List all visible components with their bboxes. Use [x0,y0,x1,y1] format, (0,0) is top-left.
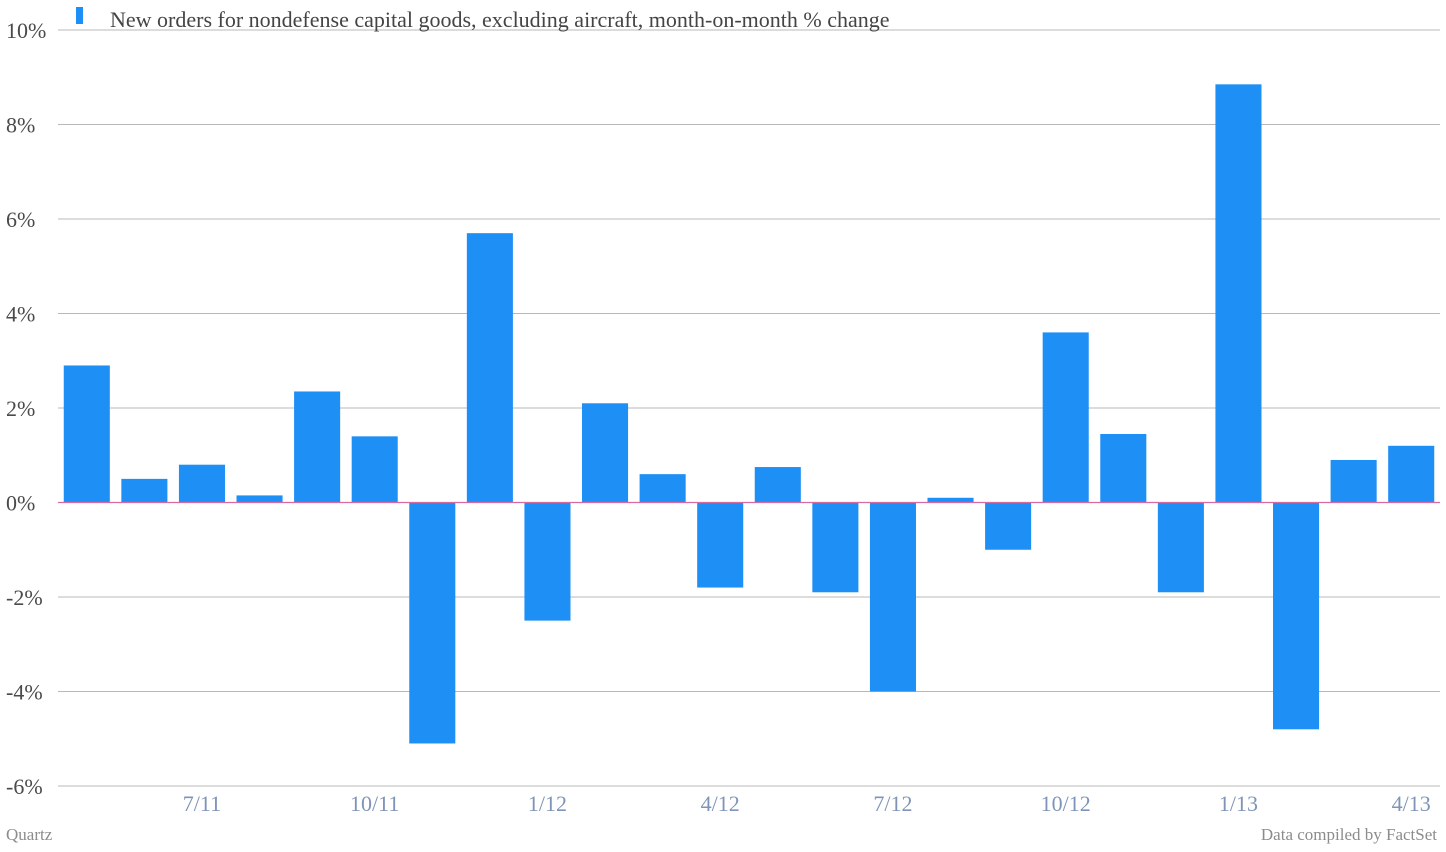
bar [178,464,225,503]
bar [466,233,513,503]
bar [524,502,571,621]
bar [754,467,801,503]
bar [236,495,283,503]
bar [1100,433,1147,503]
legend-label: New orders for nondefense capital goods,… [110,7,890,32]
x-tick-label: 7/11 [183,791,221,816]
y-tick-label: -4% [6,680,43,705]
bar [812,502,859,593]
bar [985,502,1032,550]
legend: New orders for nondefense capital goods,… [76,7,890,32]
x-tick-label: 7/12 [873,791,912,816]
x-tick-label: 10/11 [350,791,399,816]
bars [63,84,1435,744]
legend-swatch [76,7,83,24]
bar [1215,84,1262,503]
gridlines [58,29,1440,787]
bar [1042,332,1089,503]
x-tick-label: 4/13 [1392,791,1431,816]
x-tick-label: 1/13 [1219,791,1258,816]
x-tick-label: 10/12 [1041,791,1091,816]
x-axis-tick-labels: 7/11 10/11 1/12 4/12 7/12 10/12 1/13 4/13 [183,791,1431,816]
bar [582,403,629,503]
bar [1330,459,1377,503]
y-tick-label: 4% [6,302,35,327]
bar [1157,502,1204,593]
bar [639,474,686,503]
footer-source: Data compiled by FactSet [1261,825,1437,844]
y-tick-label: 2% [6,396,35,421]
y-tick-label: 8% [6,113,35,138]
bar [927,497,974,503]
bar [351,436,398,503]
bar [1388,445,1435,503]
bar [294,391,341,503]
footer-brand: Quartz [6,825,53,844]
x-tick-label: 4/12 [701,791,740,816]
bar [1273,502,1320,730]
y-tick-label: 6% [6,207,35,232]
bar [869,502,916,692]
bar [63,365,110,503]
bar [697,502,744,588]
bar [409,502,456,744]
y-tick-label: -2% [6,585,43,610]
y-tick-label: 10% [6,18,46,43]
x-tick-label: 1/12 [528,791,567,816]
y-axis-tick-labels: 10% 8% 6% 4% 2% 0% -2% -4% -6% [6,18,46,799]
y-tick-label: 0% [6,491,35,516]
y-tick-label: -6% [6,774,43,799]
bar [121,478,168,503]
